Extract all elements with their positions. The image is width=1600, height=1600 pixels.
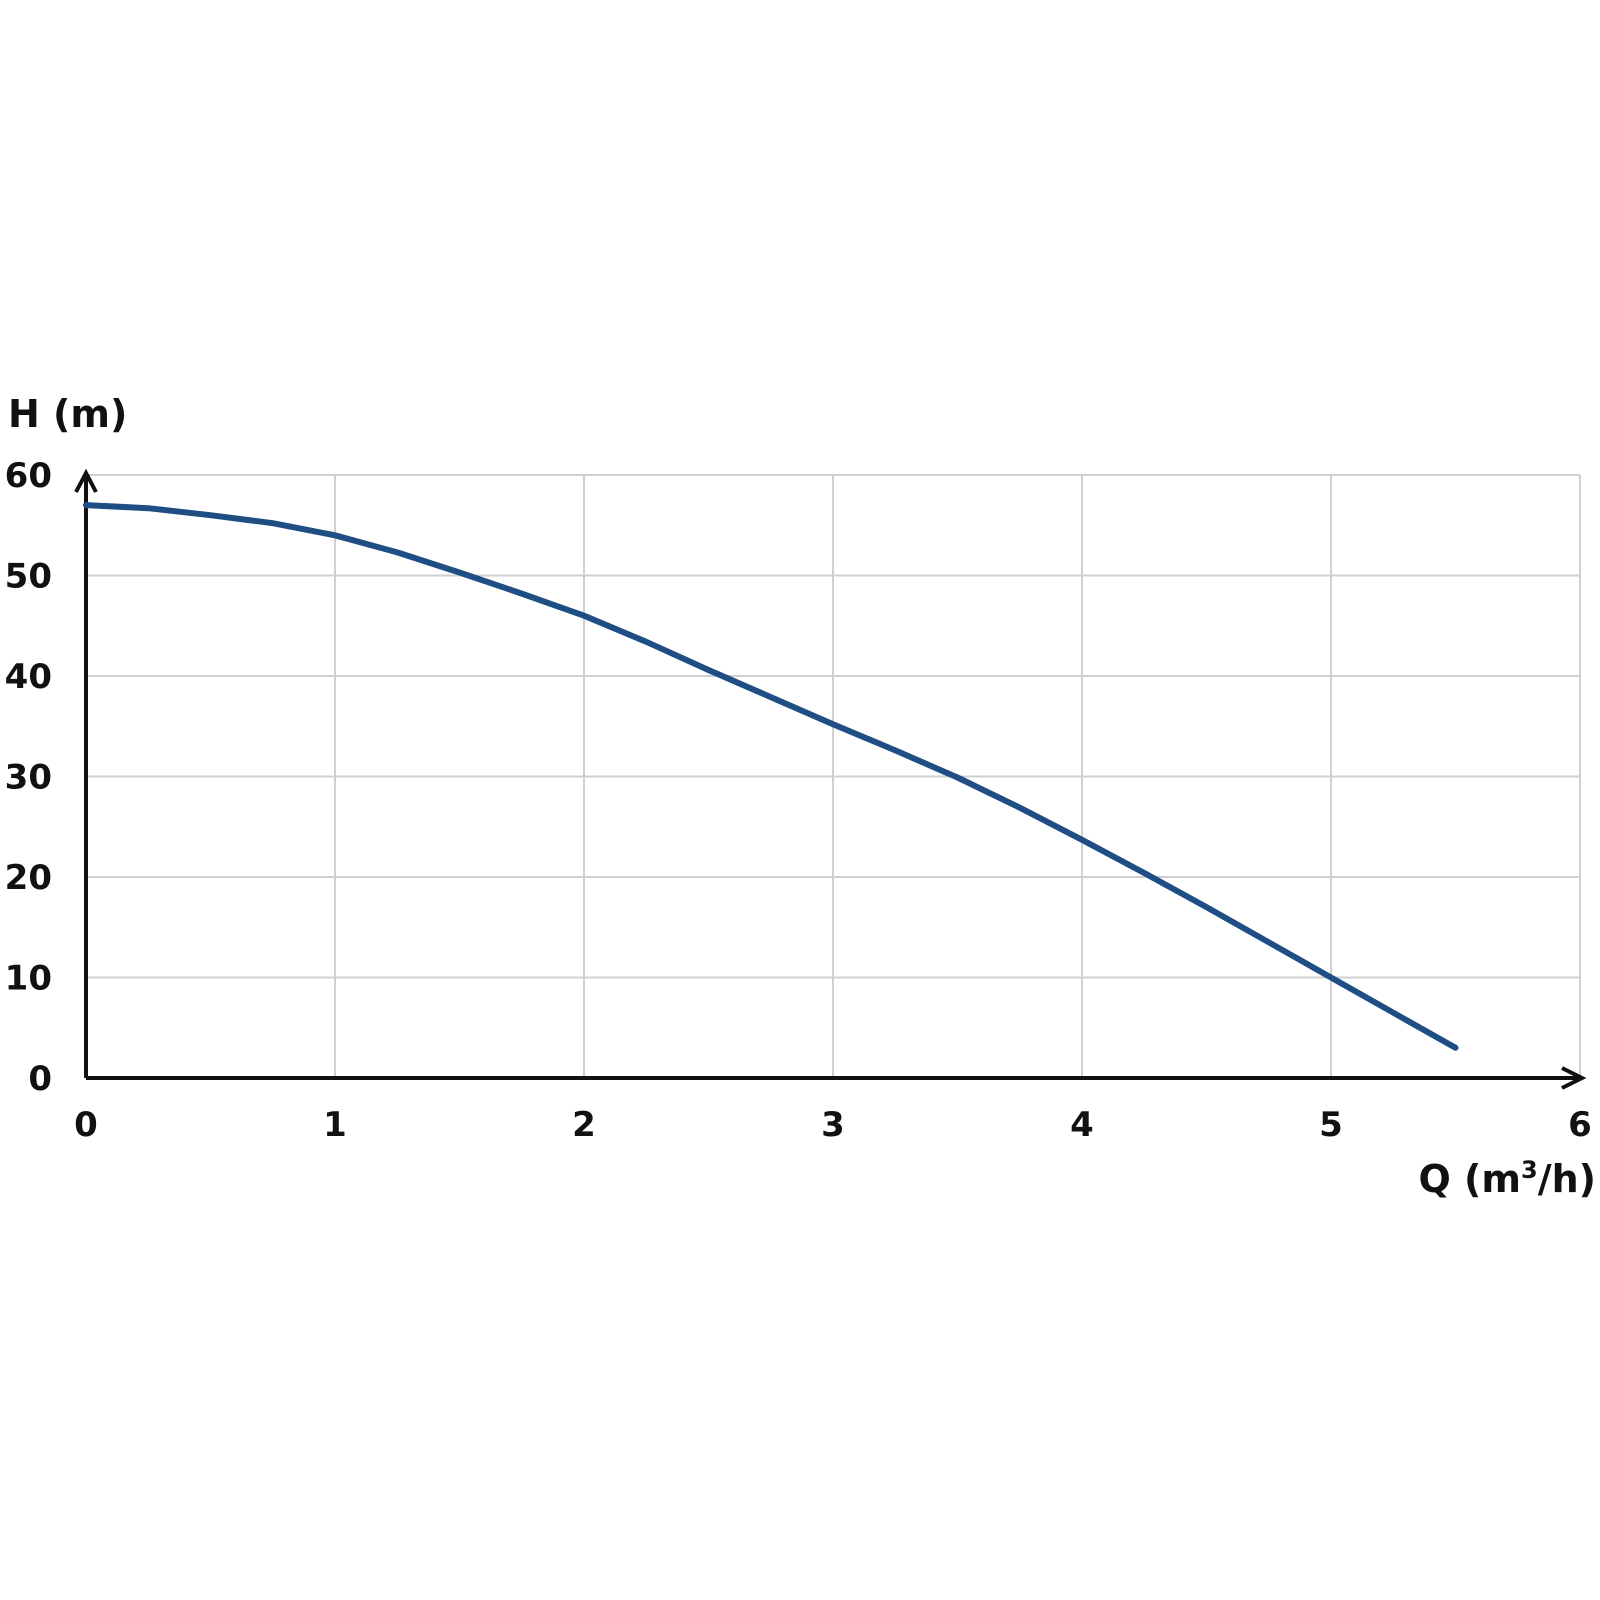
- x-tick-label: 1: [323, 1105, 347, 1145]
- y-axis-title: H (m): [8, 392, 127, 436]
- grid: [86, 474, 1581, 1078]
- y-tick-label: 60: [5, 456, 52, 496]
- y-axis-arrow-icon: [74, 468, 98, 493]
- x-tick-label: 5: [1319, 1105, 1343, 1145]
- x-tick-label: 3: [821, 1105, 845, 1145]
- series-layer: [83, 502, 1459, 1051]
- x-tick-label: 4: [1070, 1105, 1094, 1145]
- tick-labels: 0 10 20 30 40 50 60 0 1 2 3 4 5 6: [5, 456, 1592, 1145]
- x-tick-label: 2: [572, 1105, 596, 1145]
- series-line: [83, 502, 1459, 1051]
- x-tick-label: 0: [74, 1105, 98, 1145]
- y-tick-label: 30: [5, 758, 52, 798]
- y-tick-label: 0: [28, 1059, 52, 1099]
- x-axis-title: Q (m3/h): [1418, 1156, 1596, 1201]
- y-tick-label: 20: [5, 858, 52, 898]
- y-tick-label: 10: [5, 959, 52, 999]
- x-axis-arrow-icon: [1561, 1066, 1587, 1090]
- x-tick-label: 6: [1568, 1105, 1592, 1145]
- axes: [74, 468, 1587, 1090]
- y-tick-label: 40: [5, 657, 52, 697]
- x-axis-title-superscript: 3: [1521, 1156, 1538, 1184]
- y-tick-label: 50: [5, 557, 52, 597]
